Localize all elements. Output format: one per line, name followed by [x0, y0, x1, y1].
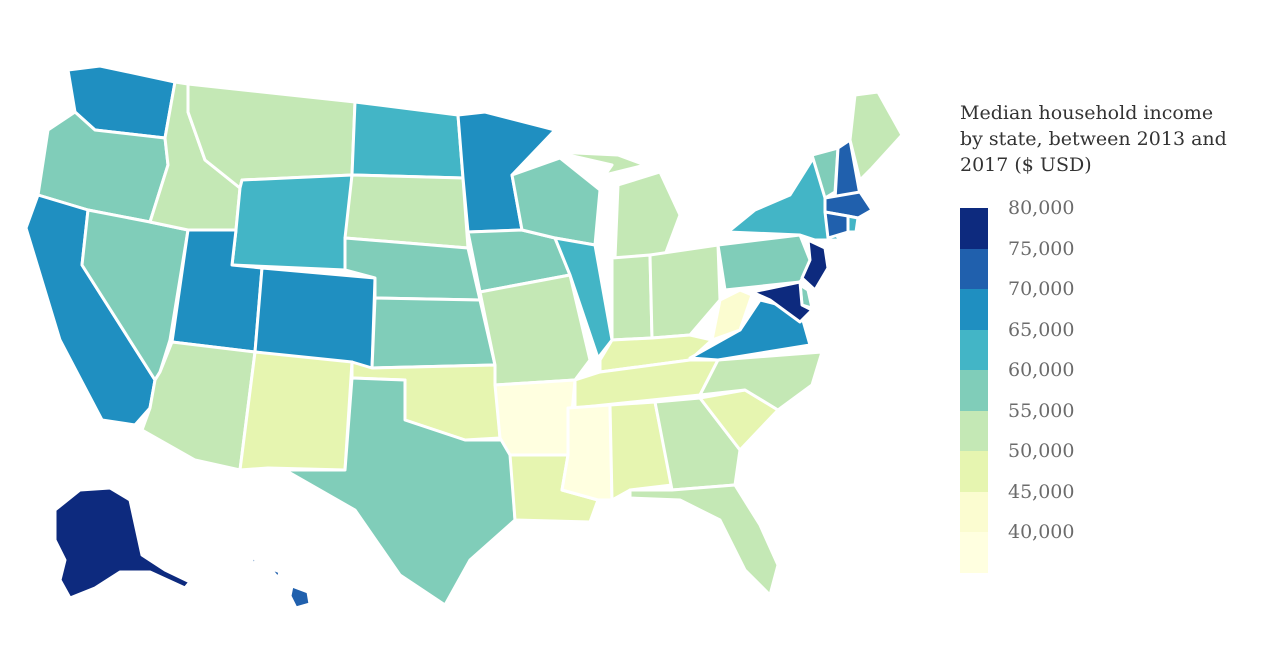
legend: Median household income by state, betwee… — [960, 100, 1260, 573]
state-CT[interactable] — [823, 210, 850, 240]
legend-title: Median household income by state, betwee… — [960, 102, 1227, 176]
legend-swatch — [960, 532, 988, 573]
state-ND[interactable] — [350, 100, 465, 180]
legend-row: 65,000 — [960, 319, 1260, 370]
legend-swatch — [960, 410, 988, 451]
state-AR[interactable] — [493, 378, 577, 457]
legend-label: 80,000 — [1008, 197, 1075, 220]
legend-label: 40,000 — [1008, 521, 1075, 544]
legend-swatch — [960, 208, 988, 249]
state-OH[interactable] — [648, 243, 722, 340]
legend-color-scale: 80,000 75,000 70,000 65,000 60,000 55,00… — [960, 197, 1260, 573]
legend-swatch — [960, 451, 988, 492]
state-ME[interactable] — [848, 90, 904, 182]
state-MI[interactable] — [553, 150, 682, 260]
legend-label: 60,000 — [1008, 359, 1075, 382]
state-GA[interactable] — [653, 396, 742, 492]
legend-swatch — [960, 329, 988, 370]
legend-label: 55,000 — [1008, 399, 1075, 422]
state-FL[interactable] — [628, 483, 780, 597]
legend-swatch — [960, 491, 988, 532]
legend-row: 55,000 — [960, 400, 1260, 451]
state-NJ[interactable] — [800, 238, 830, 292]
legend-swatch — [960, 248, 988, 289]
legend-label: 75,000 — [1008, 237, 1075, 260]
state-WY[interactable] — [230, 173, 354, 272]
state-SD[interactable] — [343, 173, 470, 250]
legend-row: 50,000 — [960, 440, 1260, 492]
state-NC[interactable] — [698, 350, 824, 412]
state-KS[interactable] — [370, 296, 497, 370]
legend-row: 80,000 — [960, 197, 1260, 249]
state-RI[interactable] — [846, 214, 860, 234]
state-HI[interactable] — [248, 553, 312, 610]
state-TX[interactable] — [283, 376, 517, 607]
legend-row: 75,000 — [960, 238, 1260, 289]
legend-row: 60,000 — [960, 359, 1260, 411]
legend-label: 50,000 — [1008, 440, 1075, 463]
legend-row: 70,000 — [960, 278, 1260, 330]
state-IN[interactable] — [610, 253, 654, 342]
state-MO[interactable] — [478, 273, 592, 387]
state-AK[interactable] — [53, 486, 192, 600]
legend-swatch — [960, 289, 988, 330]
state-AL[interactable] — [608, 400, 674, 502]
state-WI[interactable] — [510, 156, 602, 247]
state-MD[interactable] — [750, 280, 814, 324]
legend-label: 70,000 — [1008, 278, 1075, 301]
legend-label: 45,000 — [1008, 480, 1075, 503]
legend-swatch — [960, 370, 988, 411]
state-MA[interactable] — [823, 190, 874, 220]
state-WV[interactable] — [710, 288, 754, 342]
state-NM[interactable] — [238, 350, 354, 472]
legend-label: 65,000 — [1008, 318, 1075, 341]
legend-row: 45,000 — [960, 481, 1260, 532]
legend-row: 40,000 — [960, 521, 1260, 573]
us-states-choropleth-map — [24, 64, 904, 610]
state-MS[interactable] — [560, 403, 614, 502]
